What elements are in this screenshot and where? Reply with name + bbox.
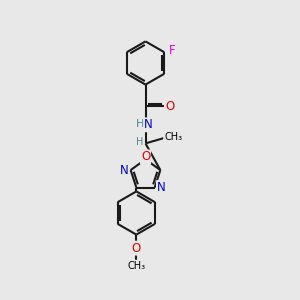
- Text: O: O: [132, 242, 141, 255]
- Text: H: H: [136, 136, 144, 147]
- Text: F: F: [169, 44, 176, 57]
- Text: O: O: [141, 150, 150, 164]
- Text: O: O: [166, 100, 175, 113]
- Text: N: N: [157, 181, 166, 194]
- Text: CH₃: CH₃: [127, 260, 146, 271]
- Text: H: H: [136, 118, 144, 129]
- Text: N: N: [144, 118, 153, 131]
- Text: CH₃: CH₃: [164, 132, 182, 142]
- Text: N: N: [120, 164, 128, 177]
